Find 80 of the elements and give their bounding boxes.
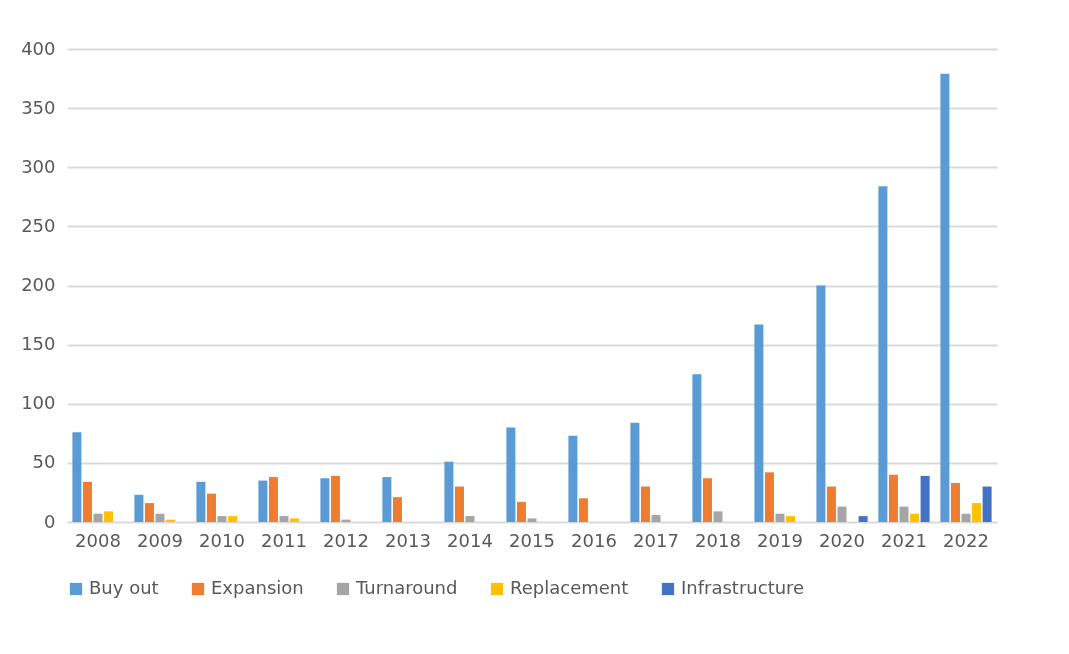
bar bbox=[826, 486, 836, 522]
bar bbox=[578, 498, 588, 522]
bar bbox=[982, 486, 992, 522]
y-tick-label: 400 bbox=[21, 37, 56, 59]
bar bbox=[144, 503, 154, 522]
y-tick-label: 250 bbox=[21, 214, 56, 236]
bar bbox=[816, 285, 826, 522]
bar bbox=[692, 374, 702, 522]
bar bbox=[392, 497, 402, 522]
bar bbox=[454, 486, 464, 522]
y-tick-label: 300 bbox=[21, 155, 56, 177]
legend-label: Expansion bbox=[211, 577, 304, 598]
y-tick-label: 100 bbox=[21, 392, 56, 414]
bar bbox=[764, 472, 774, 522]
bar bbox=[640, 486, 650, 522]
legend-label: Infrastructure bbox=[681, 577, 805, 598]
bar bbox=[630, 422, 640, 522]
bar bbox=[290, 518, 300, 522]
x-tick-label: 2018 bbox=[695, 529, 741, 551]
x-tick-label: 2008 bbox=[75, 529, 121, 551]
bar bbox=[228, 516, 238, 522]
bar bbox=[651, 514, 661, 522]
bar bbox=[258, 480, 268, 522]
x-tick-label: 2022 bbox=[943, 529, 989, 551]
bar bbox=[93, 513, 103, 522]
x-tick-label: 2013 bbox=[385, 529, 431, 551]
bar bbox=[702, 478, 712, 522]
bar bbox=[910, 513, 920, 522]
bar bbox=[878, 186, 888, 522]
legend-label: Replacement bbox=[510, 577, 629, 598]
bar bbox=[444, 461, 454, 522]
bar bbox=[837, 506, 847, 522]
bar bbox=[961, 513, 971, 522]
x-tick-label: 2016 bbox=[571, 529, 617, 551]
bar bbox=[279, 516, 289, 522]
x-tick-label: 2019 bbox=[757, 529, 803, 551]
bar bbox=[330, 475, 340, 522]
y-tick-label: 200 bbox=[21, 274, 56, 295]
x-tick-label: 2011 bbox=[261, 529, 307, 551]
bar bbox=[268, 477, 278, 522]
bar bbox=[134, 494, 144, 522]
y-tick-label: 150 bbox=[21, 333, 56, 355]
bar bbox=[217, 516, 227, 522]
bar bbox=[320, 478, 330, 522]
x-tick-label: 2021 bbox=[881, 529, 927, 551]
bar bbox=[155, 513, 165, 522]
bar bbox=[858, 516, 868, 522]
bar bbox=[568, 435, 578, 522]
bar bbox=[82, 481, 92, 522]
x-tick-label: 2014 bbox=[447, 529, 493, 551]
y-tick-label: 50 bbox=[32, 451, 56, 473]
bar bbox=[206, 493, 216, 522]
x-tick-label: 2009 bbox=[137, 529, 183, 551]
x-tick-label: 2012 bbox=[323, 529, 369, 551]
x-tick-label: 2015 bbox=[509, 529, 555, 551]
y-tick-label: 350 bbox=[21, 96, 56, 118]
bar bbox=[775, 513, 785, 522]
bar bbox=[899, 506, 909, 522]
bar bbox=[465, 516, 475, 522]
bar bbox=[104, 511, 114, 522]
x-tick-label: 2017 bbox=[633, 529, 679, 551]
bar bbox=[940, 73, 950, 522]
bar bbox=[950, 482, 960, 522]
bar bbox=[527, 518, 537, 522]
bar bbox=[506, 427, 516, 522]
legend-label: Buy out bbox=[89, 577, 159, 598]
bar bbox=[196, 481, 206, 522]
bar bbox=[72, 432, 82, 522]
bar bbox=[382, 477, 392, 522]
bar bbox=[754, 324, 764, 522]
bar bbox=[888, 474, 898, 522]
bar bbox=[920, 475, 930, 522]
y-tick-label: 0 bbox=[44, 510, 56, 532]
x-tick-label: 2020 bbox=[819, 529, 865, 551]
x-tick-label: 2010 bbox=[199, 529, 245, 551]
legend-label: Turnaround bbox=[355, 577, 458, 598]
bar bbox=[713, 511, 723, 522]
bar bbox=[786, 516, 796, 522]
bar bbox=[516, 501, 526, 522]
bar bbox=[972, 503, 982, 522]
